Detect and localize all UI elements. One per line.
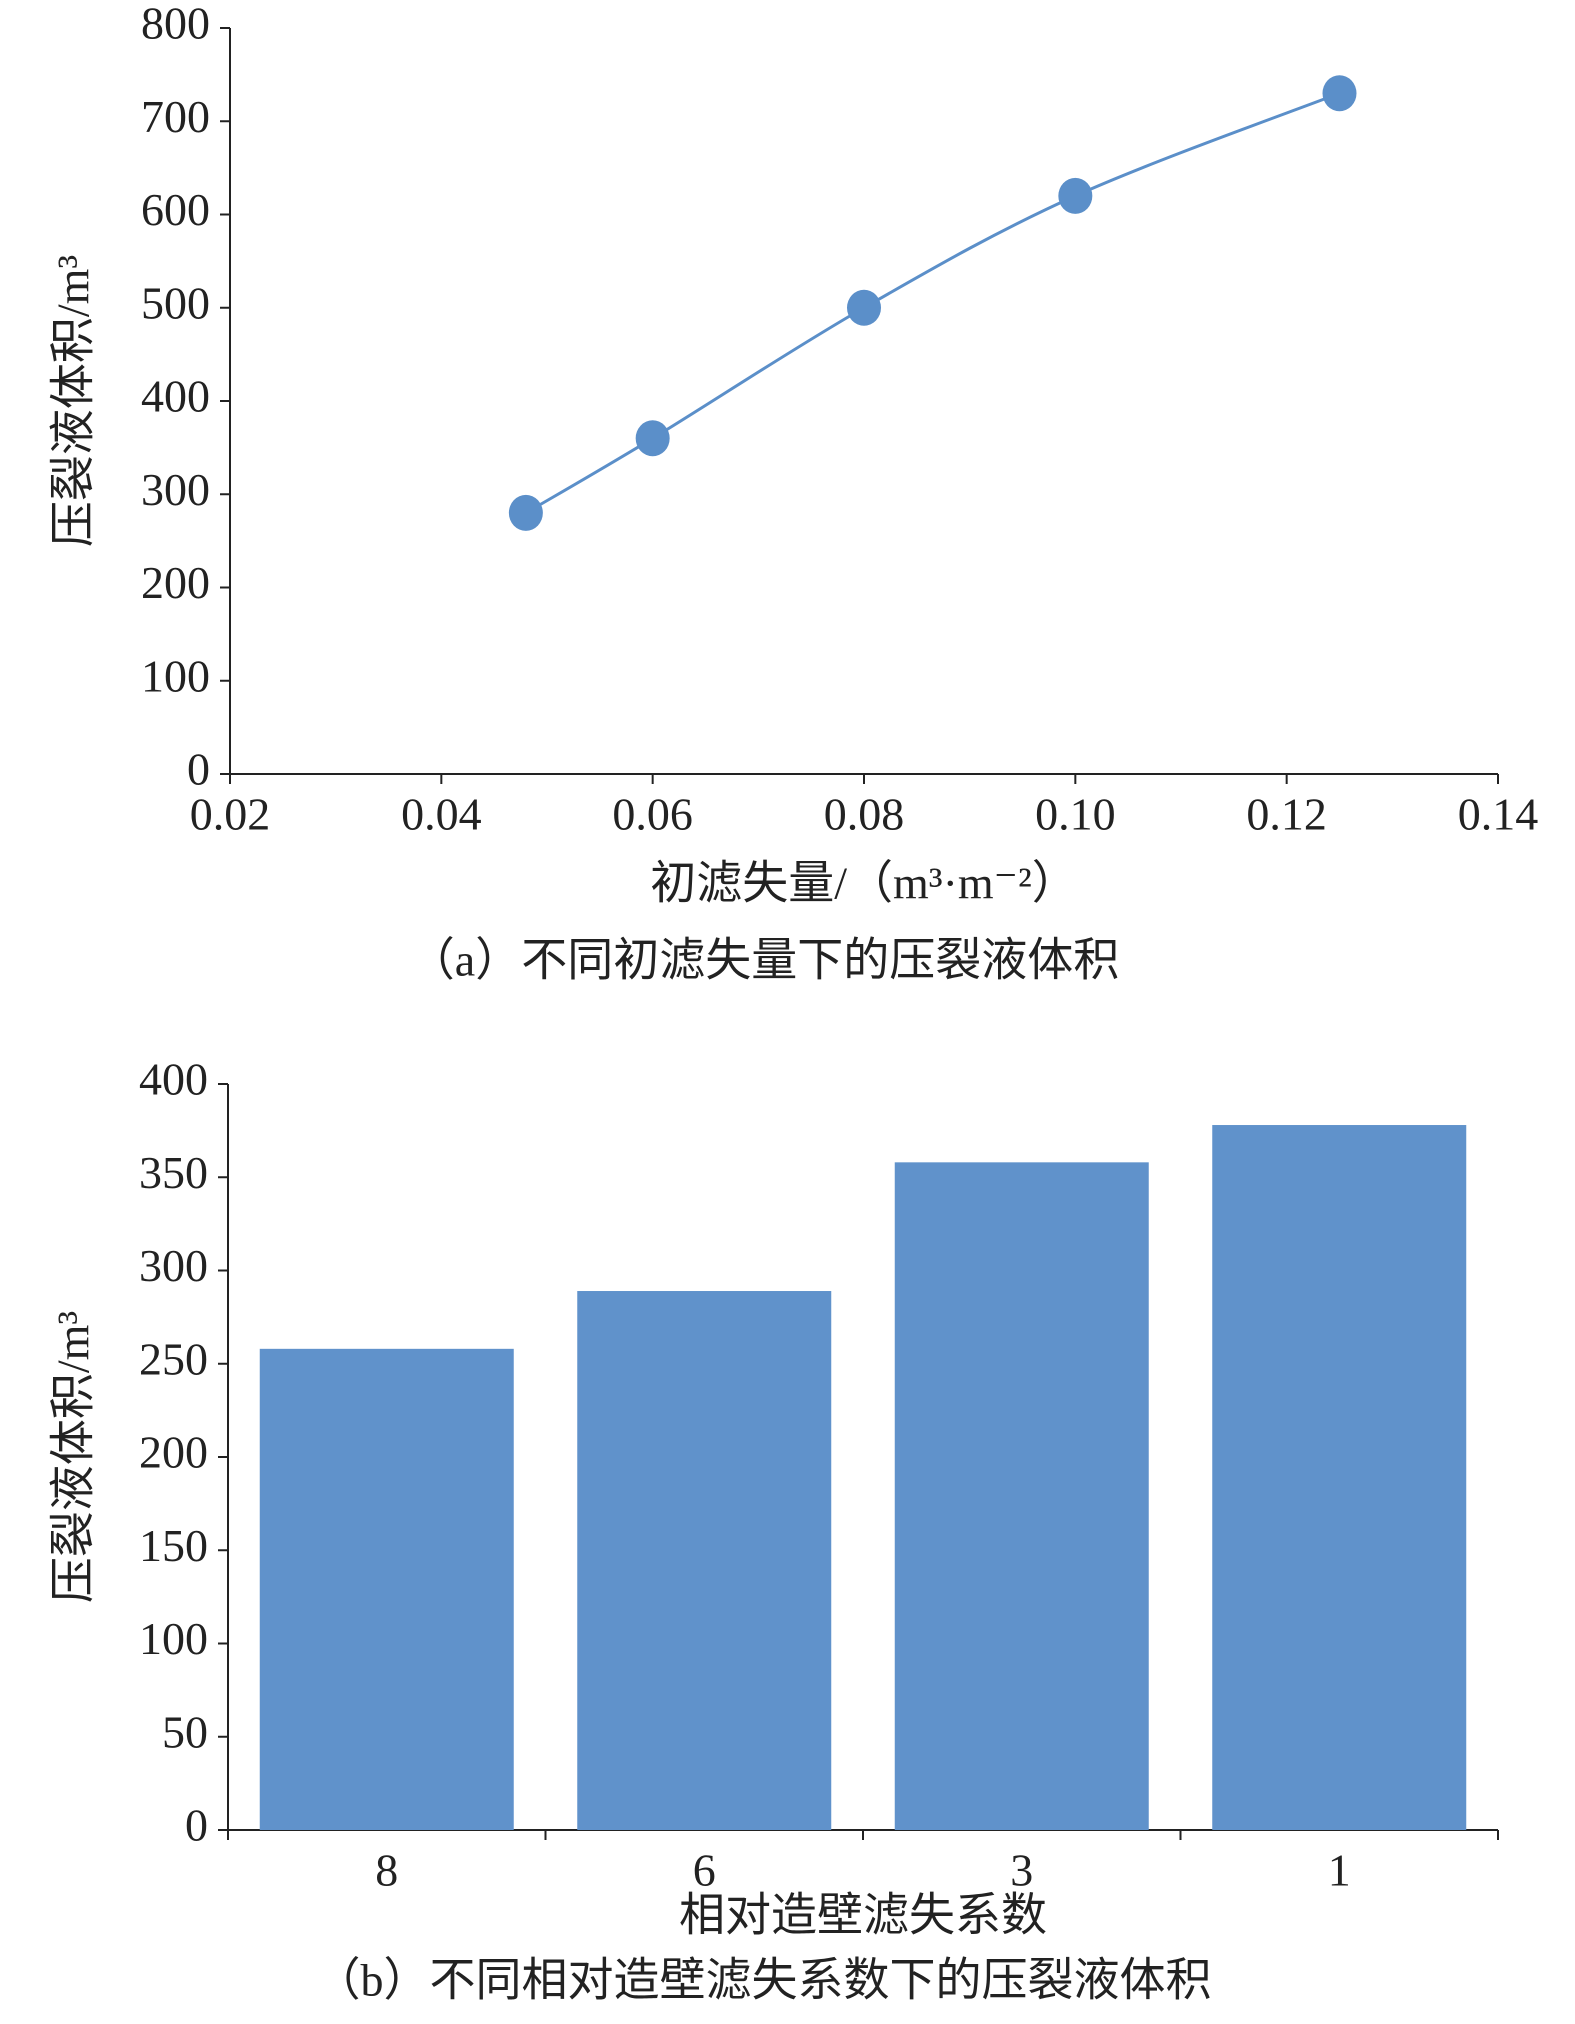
point [508, 494, 543, 531]
bar [894, 1162, 1149, 1830]
point [635, 420, 670, 457]
caption: （b）不同相对造壁滤失系数下的压裂液体积 [315, 1955, 1212, 2006]
x-tick-label: 0.04 [401, 789, 482, 840]
y-axis-label: 压裂液体积/m³ [48, 1311, 99, 1603]
x-axis-label: 初滤失量/（m³·m⁻²） [650, 858, 1078, 909]
y-tick-label: 0 [187, 744, 210, 795]
x-tick-label: 0.08 [824, 789, 905, 840]
y-tick-label: 150 [139, 1520, 208, 1571]
y-tick-label: 300 [139, 1240, 208, 1291]
bar [577, 1291, 832, 1830]
y-tick-label: 400 [141, 371, 210, 422]
x-tick-label: 0.06 [612, 789, 693, 840]
y-tick-label: 200 [139, 1427, 208, 1478]
point [1058, 177, 1093, 214]
x-tick-label: 0.02 [190, 789, 271, 840]
caption: （a）不同初滤失量下的压裂液体积 [409, 935, 1119, 986]
y-tick-label: 0 [185, 1800, 208, 1851]
y-tick-label: 300 [141, 464, 210, 515]
bar [259, 1348, 514, 1830]
x-tick-label: 6 [693, 1845, 716, 1896]
x-tick-label: 1 [1328, 1845, 1351, 1896]
y-tick-label: 350 [139, 1147, 208, 1198]
point [847, 289, 881, 326]
x-tick-label: 0.10 [1035, 789, 1116, 840]
y-tick-label: 200 [141, 557, 210, 608]
x-tick-label: 0.12 [1246, 789, 1327, 840]
x-tick-label: 0.14 [1458, 789, 1539, 840]
bar [1212, 1125, 1467, 1830]
y-tick-label: 700 [141, 91, 210, 142]
y-tick-label: 500 [141, 277, 210, 328]
y-tick-label: 800 [141, 0, 210, 49]
y-tick-label: 100 [139, 1613, 208, 1664]
y-tick-label: 400 [139, 1054, 208, 1105]
y-tick-label: 100 [141, 650, 210, 701]
x-tick-label: 8 [375, 1845, 398, 1896]
x-axis-label: 相对造壁滤失系数 [679, 1890, 1047, 1941]
y-axis-label: 压裂液体积/m³ [48, 255, 99, 547]
y-tick-label: 600 [141, 184, 210, 235]
point [1322, 75, 1357, 112]
y-tick-label: 250 [139, 1333, 208, 1384]
x-tick-label: 3 [1010, 1845, 1033, 1896]
y-tick-label: 50 [162, 1706, 208, 1757]
